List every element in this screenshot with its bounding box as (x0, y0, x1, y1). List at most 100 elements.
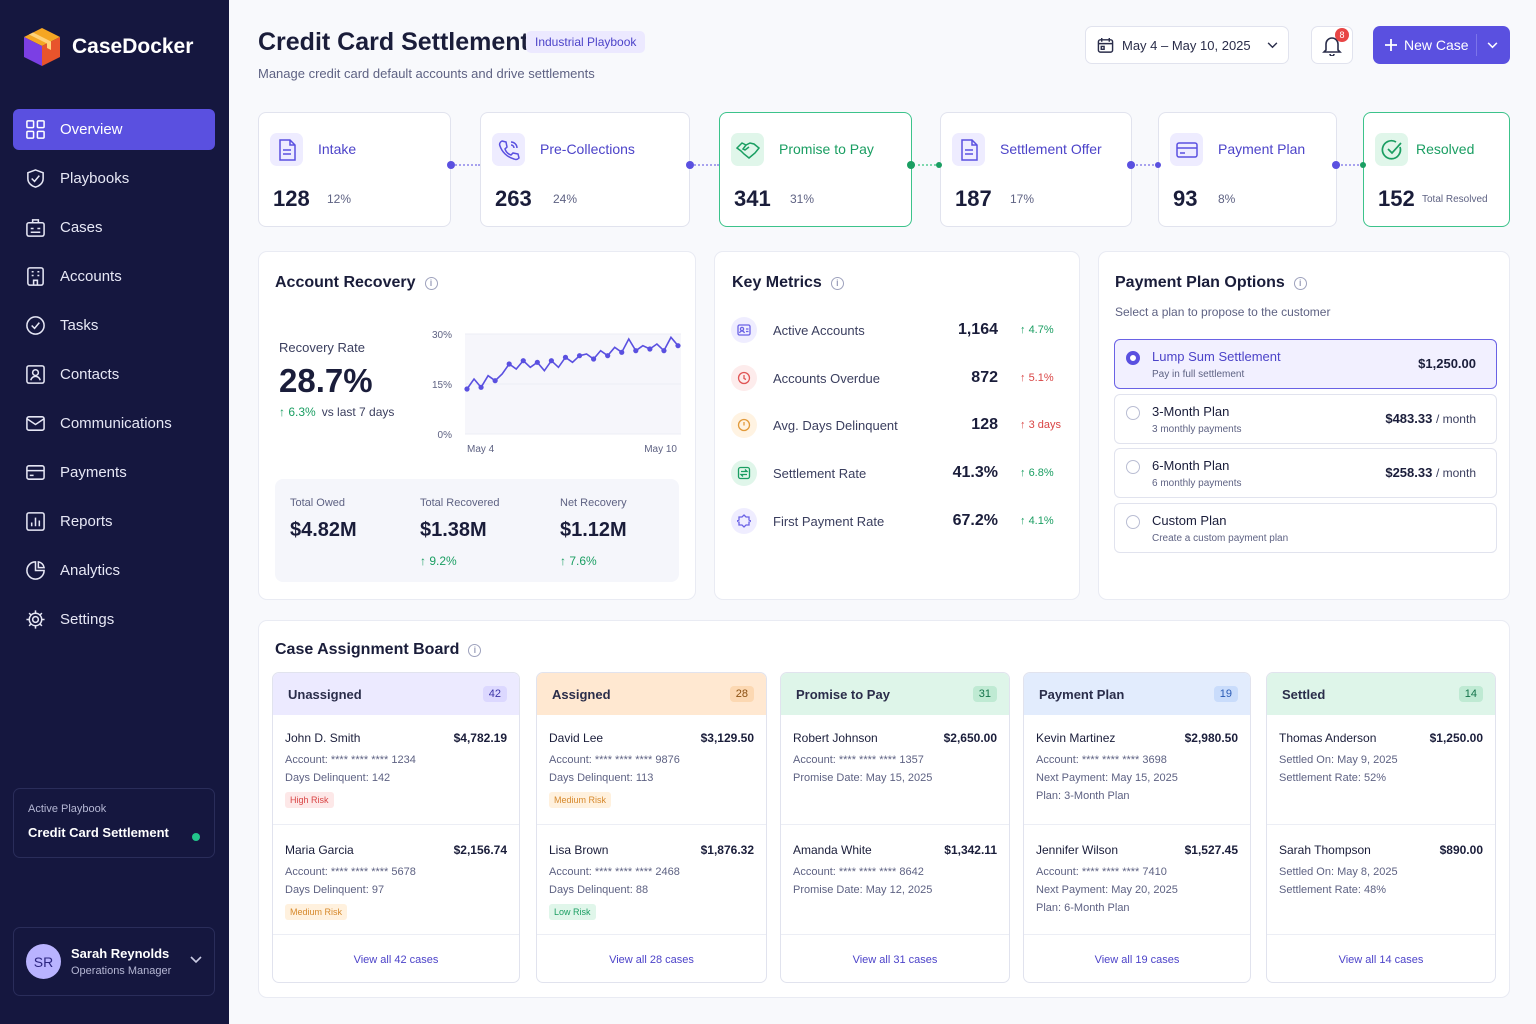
stat-label: Total Recovered (420, 497, 500, 509)
case-card[interactable]: Sarah Thompson $890.00 Settled On: May 8,… (1267, 825, 1495, 935)
nav-item-cases[interactable]: Cases (13, 207, 215, 248)
bell-icon (1322, 36, 1342, 56)
metric-label: Accounts Overdue (773, 370, 880, 386)
document-icon (270, 133, 303, 166)
pipeline-connector (1338, 164, 1363, 166)
metric-delta: ↑ 4.7% (1020, 324, 1054, 336)
nav-item-accounts[interactable]: Accounts (13, 256, 215, 297)
case-card[interactable]: Kevin Martinez $2,980.50 Account: **** **… (1024, 715, 1250, 825)
nav-item-settings[interactable]: Settings (13, 599, 215, 640)
price-unit: / month (1435, 466, 1476, 480)
case-detail: Promise Date: May 15, 2025 (793, 772, 933, 784)
avatar: SR (26, 944, 61, 979)
mail-icon (26, 416, 45, 431)
stage-resolved[interactable]: Resolved 152 Total Resolved (1363, 112, 1510, 227)
date-range-picker[interactable]: May 4 – May 10, 2025 (1085, 26, 1289, 64)
case-plan: Plan: 3-Month Plan (1036, 790, 1130, 802)
plan-option-custom[interactable]: Custom Plan Create a custom payment plan (1114, 503, 1497, 553)
stage-payment-plan[interactable]: Payment Plan 93 8% (1158, 112, 1337, 227)
metric-value: 41.3% (952, 464, 998, 481)
chart-point (520, 358, 526, 364)
case-settlement-rate: Settlement Rate: 48% (1279, 884, 1387, 896)
view-all-link[interactable]: View all 19 cases (1094, 954, 1180, 966)
info-icon[interactable]: i (830, 276, 844, 290)
nav-item-payments[interactable]: Payments (13, 452, 215, 493)
stage-pre-collections[interactable]: Pre-Collections 263 24% (480, 112, 690, 227)
new-case-label: New Case (1404, 37, 1469, 53)
stage-count: 93 (1173, 186, 1198, 211)
case-name: Lisa Brown (549, 843, 609, 857)
chevron-down-icon[interactable] (1487, 42, 1498, 49)
column-title: Payment Plan (1039, 686, 1125, 702)
view-all-link[interactable]: View all 31 cases (852, 954, 938, 966)
case-account: Account: **** **** **** 8642 (793, 866, 924, 878)
nav-item-tasks[interactable]: Tasks (13, 305, 215, 346)
logo[interactable]: CaseDocker (22, 26, 193, 68)
case-card[interactable]: David Lee $3,129.50 Account: **** **** **… (537, 715, 766, 825)
price-value: $1,250.00 (1418, 356, 1476, 371)
case-name: David Lee (549, 731, 604, 745)
chart-point (647, 346, 653, 352)
app-name: CaseDocker (72, 35, 194, 58)
chart-point (534, 359, 540, 365)
nav-item-reports[interactable]: Reports (13, 501, 215, 542)
case-card[interactable]: Amanda White $1,342.11 Account: **** ****… (781, 825, 1009, 935)
active-playbook-panel[interactable]: Active Playbook Credit Card Settlement (13, 788, 215, 858)
notifications-button[interactable]: 8 (1311, 26, 1353, 64)
case-card[interactable]: Thomas Anderson $1,250.00 Settled On: May… (1267, 715, 1495, 825)
plan-option-3-month[interactable]: 3-Month Plan 3 monthly payments $483.33 … (1114, 394, 1497, 444)
nav-item-contacts[interactable]: Contacts (13, 354, 215, 395)
stage-intake[interactable]: Intake 128 12% (258, 112, 451, 227)
card-title: Payment Plan Options i (1115, 274, 1307, 292)
pipeline-dot (907, 161, 915, 169)
radio-unselected[interactable] (1126, 406, 1140, 420)
new-case-button[interactable]: New Case (1373, 26, 1510, 64)
radio-unselected[interactable] (1126, 515, 1140, 529)
recovery-rate-delta: ↑ 6.3% vs last 7 days (279, 405, 395, 419)
plan-desc: 6 monthly payments (1152, 478, 1242, 489)
nav-item-playbooks[interactable]: Playbooks (13, 158, 215, 199)
phone-icon (492, 133, 525, 166)
nav-item-communications[interactable]: Communications (13, 403, 215, 444)
stage-count: 263 (495, 186, 532, 211)
view-all-link[interactable]: View all 14 cases (1338, 954, 1424, 966)
user-menu[interactable]: SR Sarah Reynolds Operations Manager (13, 927, 215, 996)
case-card[interactable]: Maria Garcia $2,156.74 Account: **** ****… (273, 825, 519, 935)
info-icon[interactable]: i (1293, 276, 1307, 290)
credit-card-icon (1170, 133, 1203, 166)
info-icon[interactable]: i (424, 276, 438, 290)
view-all-link[interactable]: View all 28 cases (609, 954, 694, 966)
case-card[interactable]: Robert Johnson $2,650.00 Account: **** **… (781, 715, 1009, 825)
chart-point (675, 343, 681, 349)
case-account: Account: **** **** **** 9876 (549, 754, 680, 766)
stage-name: Pre-Collections (540, 141, 635, 157)
case-detail: Days Delinquent: 88 (549, 884, 649, 896)
plan-option-lump-sum[interactable]: Lump Sum Settlement Pay in full settleme… (1114, 339, 1497, 389)
delta-value: 5.1% (1028, 372, 1054, 384)
metric-label: Active Accounts (773, 322, 865, 338)
stage-count: 187 (955, 186, 992, 211)
info-icon[interactable]: i (468, 643, 482, 657)
pipeline-dot (1360, 162, 1366, 168)
nav-item-analytics[interactable]: Analytics (13, 550, 215, 591)
account-recovery-title: Account Recovery (275, 274, 416, 291)
radio-unselected[interactable] (1126, 460, 1140, 474)
case-card[interactable]: Jennifer Wilson $1,527.45 Account: **** *… (1024, 825, 1250, 935)
case-card[interactable]: Lisa Brown $1,876.32 Account: **** **** *… (537, 825, 766, 935)
radio-selected[interactable] (1126, 351, 1140, 365)
case-plan: Plan: 6-Month Plan (1036, 902, 1130, 914)
stage-name: Settlement Offer (1000, 141, 1102, 157)
case-card[interactable]: John D. Smith $4,782.19 Account: **** ***… (273, 715, 519, 825)
column-title: Assigned (552, 686, 611, 702)
stage-promise-to-pay[interactable]: Promise to Pay 341 31% (719, 112, 912, 227)
plan-desc: 3 monthly payments (1152, 424, 1242, 435)
nav-item-overview[interactable]: Overview (13, 109, 215, 150)
view-all-link[interactable]: View all 42 cases (353, 954, 439, 966)
pipeline-dot (686, 161, 694, 169)
case-name: Thomas Anderson (1279, 731, 1377, 745)
plan-option-6-month[interactable]: 6-Month Plan 6 monthly payments $258.33 … (1114, 448, 1497, 498)
key-metrics-card: Key Metrics i Active Accounts 1,164 ↑ 4.… (714, 251, 1080, 600)
case-name: Jennifer Wilson (1036, 843, 1119, 857)
column-header: Unassigned 42 (273, 673, 519, 715)
stage-settlement-offer[interactable]: Settlement Offer 187 17% (940, 112, 1132, 227)
